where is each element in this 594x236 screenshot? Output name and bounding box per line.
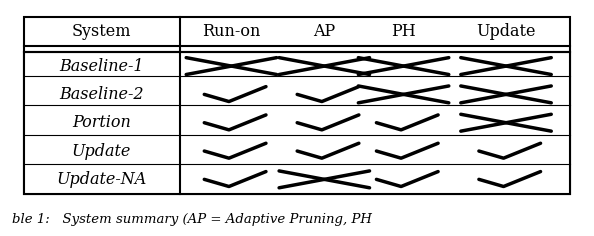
Text: Update: Update <box>476 23 536 40</box>
Text: Portion: Portion <box>72 114 131 131</box>
Text: AP: AP <box>313 23 336 40</box>
Text: PH: PH <box>391 23 416 40</box>
Text: System: System <box>72 23 131 40</box>
Text: ble 1:   System summary (AP = Adaptive Pruning, PH: ble 1: System summary (AP = Adaptive Pru… <box>12 213 372 226</box>
Bar <box>24 17 570 194</box>
Text: Run-on: Run-on <box>202 23 261 40</box>
Text: Update-NA: Update-NA <box>56 171 147 188</box>
Text: Baseline-2: Baseline-2 <box>59 86 144 103</box>
Text: Baseline-1: Baseline-1 <box>59 58 144 75</box>
Bar <box>24 52 570 194</box>
Text: Update: Update <box>72 143 131 160</box>
